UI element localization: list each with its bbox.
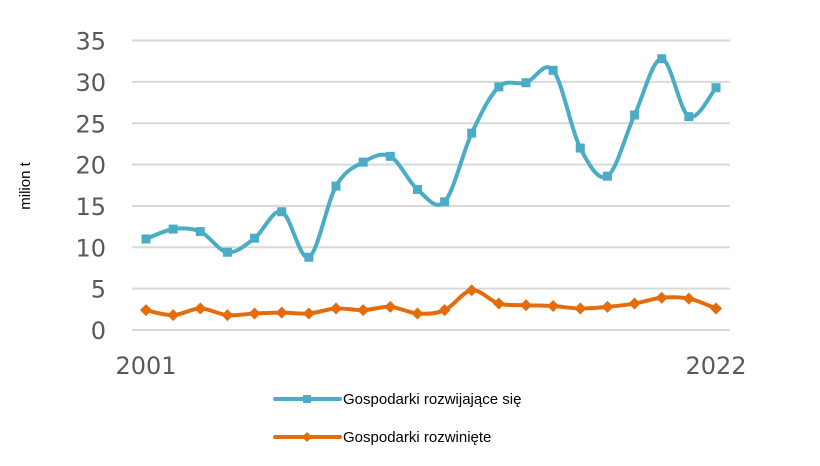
square-marker-icon (684, 112, 694, 122)
square-marker-icon (548, 65, 558, 75)
y-tick-label: 20 (75, 152, 106, 180)
y-tick-label: 5 (91, 276, 106, 304)
diamond-marker-icon (438, 304, 451, 317)
square-marker-icon (303, 395, 311, 403)
square-marker-icon (304, 252, 314, 262)
x-axis-label-first: 2001 (115, 352, 176, 380)
square-marker-icon (385, 151, 395, 161)
square-marker-icon (277, 207, 287, 217)
square-marker-icon (412, 184, 422, 194)
diamond-marker-icon (275, 306, 288, 319)
square-marker-icon (168, 224, 178, 234)
square-marker-icon (521, 78, 531, 88)
diamond-marker-icon (710, 302, 722, 315)
diamond-marker-icon (628, 297, 641, 310)
diamond-marker-icon (302, 432, 312, 442)
y-tick-label: 35 (75, 28, 106, 56)
diamond-marker-icon (465, 284, 478, 297)
square-marker-icon (141, 234, 151, 244)
square-marker-icon (657, 54, 667, 64)
gridlines (132, 39, 730, 331)
diamond-marker-icon (492, 297, 505, 310)
diamond-marker-icon (140, 304, 152, 317)
legend-item-developed[interactable]: Gospodarki rozwinięte (273, 429, 491, 446)
y-axis-ticks: 0 5 10 15 20 25 30 35 (75, 28, 106, 345)
diamond-marker-icon (221, 309, 234, 322)
square-marker-icon (331, 181, 341, 191)
diamond-marker-icon (655, 291, 668, 304)
legend-label: Gospodarki rozwijające się (343, 391, 521, 408)
y-tick-label: 10 (75, 234, 106, 262)
square-marker-icon (602, 171, 612, 181)
diamond-marker-icon (384, 300, 397, 313)
y-tick-label: 0 (91, 317, 106, 345)
square-marker-icon (195, 227, 205, 237)
square-marker-icon (711, 83, 721, 93)
diamond-marker-icon (248, 307, 261, 320)
series-line (145, 56, 718, 260)
square-marker-icon (222, 247, 232, 257)
square-marker-icon (250, 233, 260, 243)
series-developed (140, 284, 722, 322)
y-tick-label: 15 (75, 193, 106, 221)
square-marker-icon (575, 143, 585, 153)
legend-item-developing[interactable]: Gospodarki rozwijające się (273, 391, 521, 408)
y-tick-label: 30 (75, 69, 106, 97)
square-marker-icon (358, 157, 368, 167)
series-line (145, 288, 717, 318)
series-group (140, 54, 722, 322)
square-marker-icon (630, 110, 640, 120)
diamond-marker-icon (520, 299, 532, 312)
diamond-marker-icon (357, 304, 370, 317)
legend: Gospodarki rozwijające się Gospodarki ro… (273, 391, 521, 446)
diamond-marker-icon (601, 300, 614, 313)
diamond-marker-icon (547, 300, 560, 313)
diamond-marker-icon (167, 309, 180, 322)
x-axis-label-last: 2022 (685, 352, 746, 380)
diamond-marker-icon (302, 307, 315, 320)
square-marker-icon (467, 128, 477, 138)
diamond-marker-icon (574, 302, 587, 315)
diamond-marker-icon (330, 302, 342, 315)
legend-label: Gospodarki rozwinięte (343, 429, 491, 446)
y-axis-label: milion t (17, 161, 34, 209)
y-tick-label: 25 (75, 110, 106, 138)
diamond-marker-icon (194, 302, 207, 315)
series-developing (141, 54, 721, 262)
square-marker-icon (494, 82, 504, 92)
diamond-marker-icon (682, 292, 695, 305)
diamond-marker-icon (411, 307, 424, 320)
square-marker-icon (440, 197, 450, 207)
